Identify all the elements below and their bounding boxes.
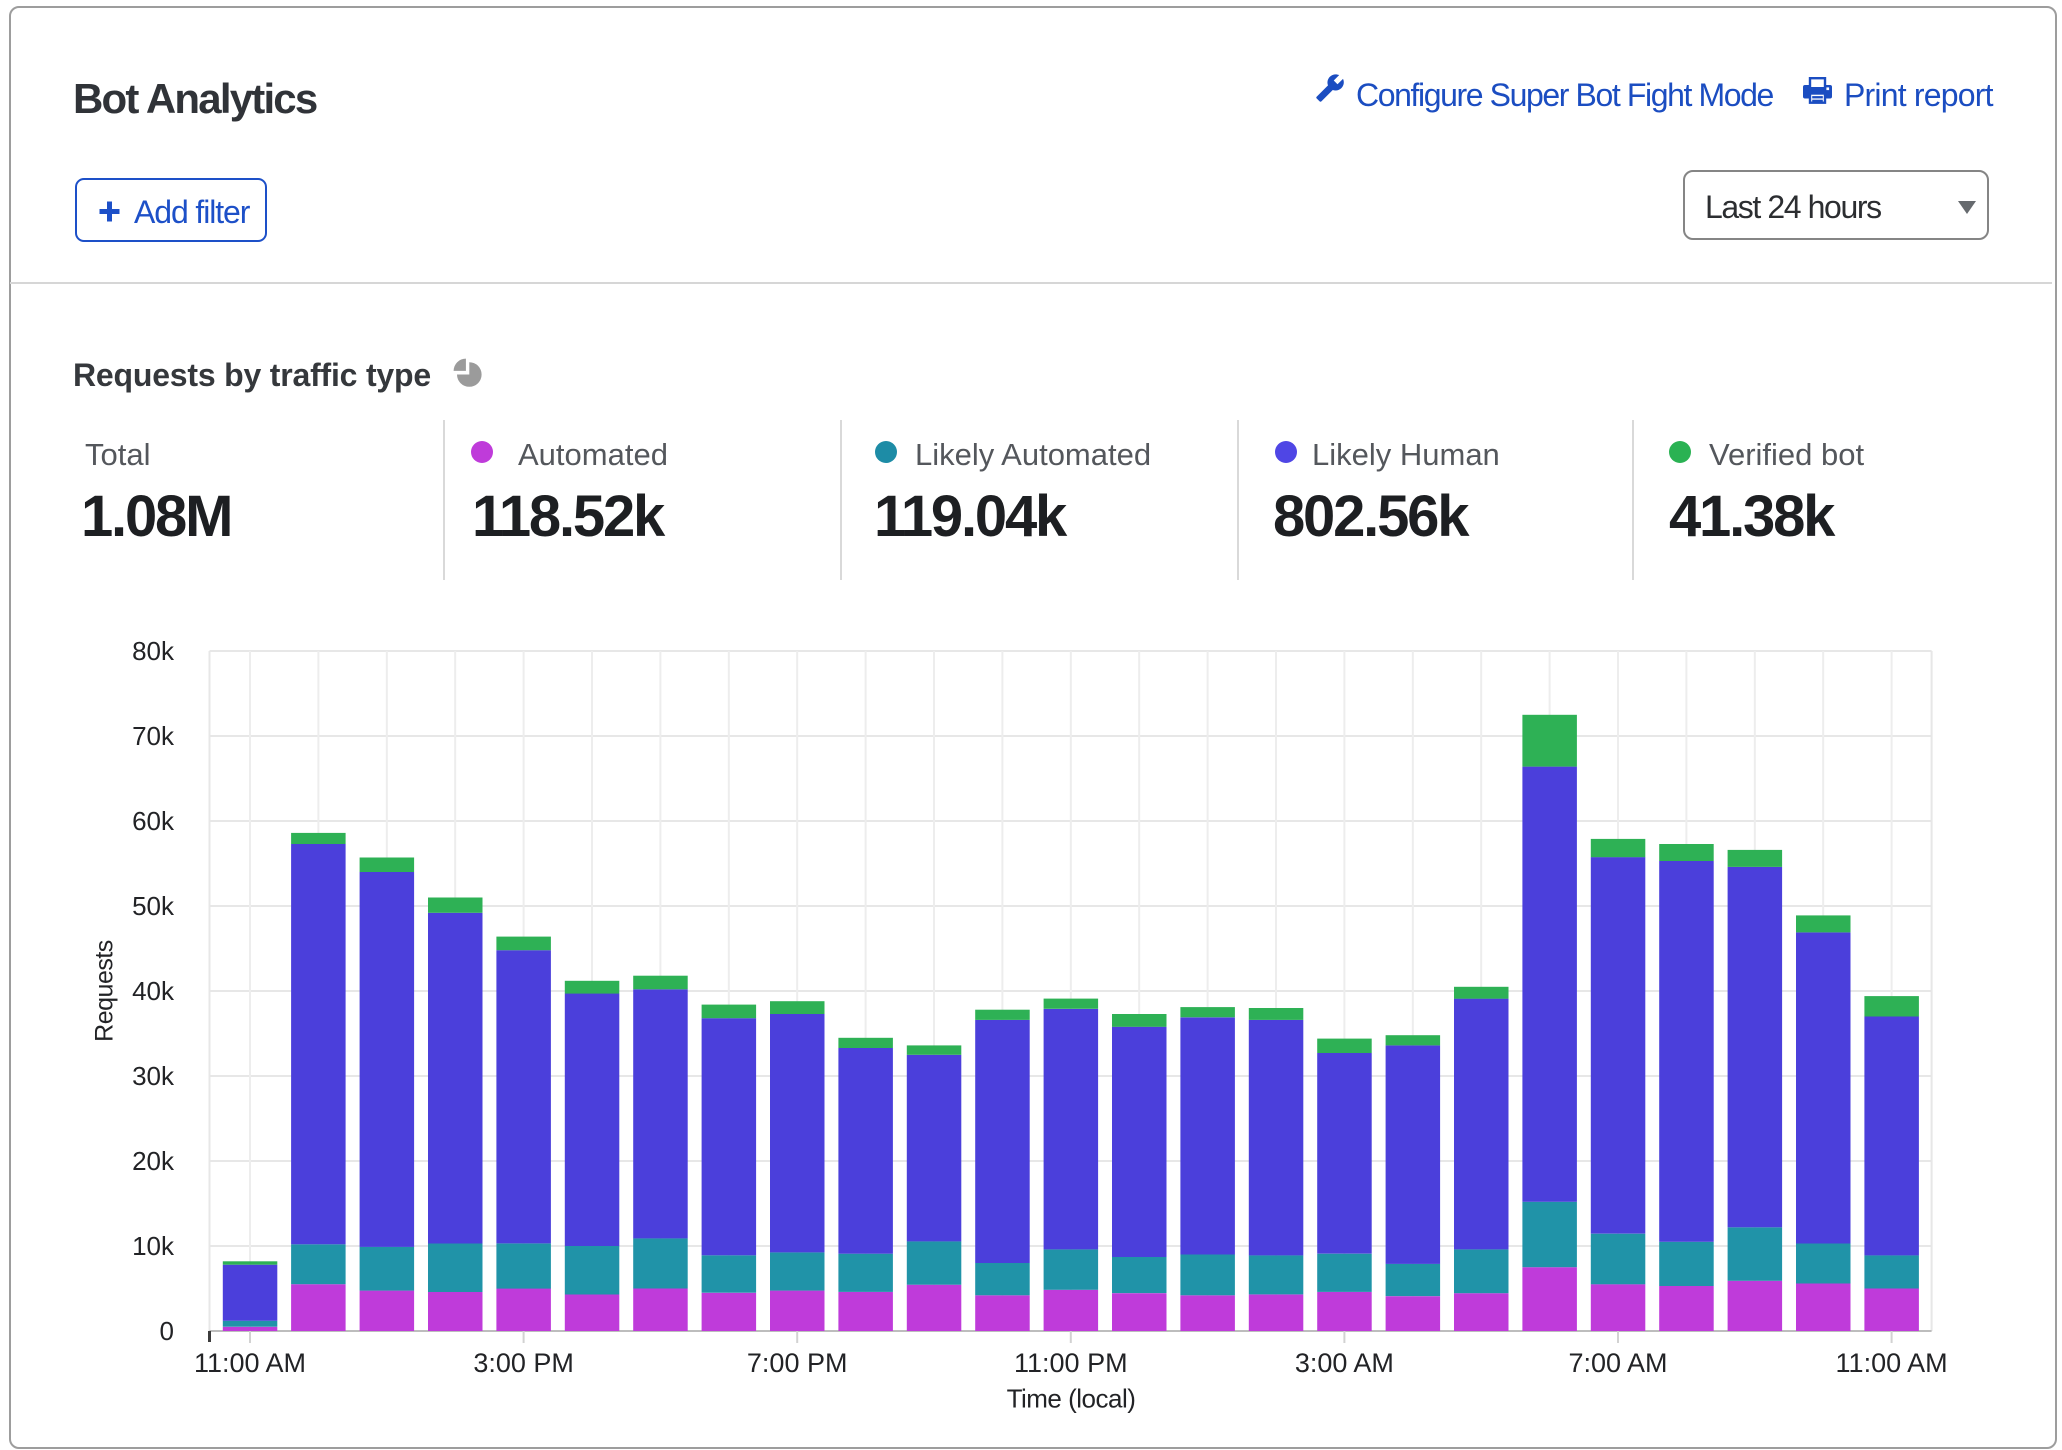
svg-text:11:00 PM: 11:00 PM [1014, 1348, 1128, 1378]
svg-text:0: 0 [160, 1316, 174, 1346]
svg-text:80k: 80k [132, 636, 175, 666]
svg-text:Time (local): Time (local) [1007, 1384, 1136, 1414]
svg-text:3:00 PM: 3:00 PM [473, 1348, 574, 1378]
svg-text:7:00 AM: 7:00 AM [1568, 1348, 1667, 1378]
svg-text:50k: 50k [132, 891, 175, 921]
svg-text:20k: 20k [132, 1146, 175, 1176]
svg-text:11:00 AM: 11:00 AM [194, 1348, 306, 1378]
svg-text:7:00 PM: 7:00 PM [747, 1348, 848, 1378]
svg-text:60k: 60k [132, 806, 175, 836]
svg-text:40k: 40k [132, 976, 175, 1006]
svg-text:3:00 AM: 3:00 AM [1295, 1348, 1394, 1378]
svg-text:70k: 70k [132, 721, 175, 751]
svg-text:10k: 10k [132, 1231, 175, 1261]
svg-text:30k: 30k [132, 1061, 175, 1091]
svg-text:Requests: Requests [91, 940, 119, 1042]
svg-text:11:00 AM: 11:00 AM [1836, 1348, 1948, 1378]
